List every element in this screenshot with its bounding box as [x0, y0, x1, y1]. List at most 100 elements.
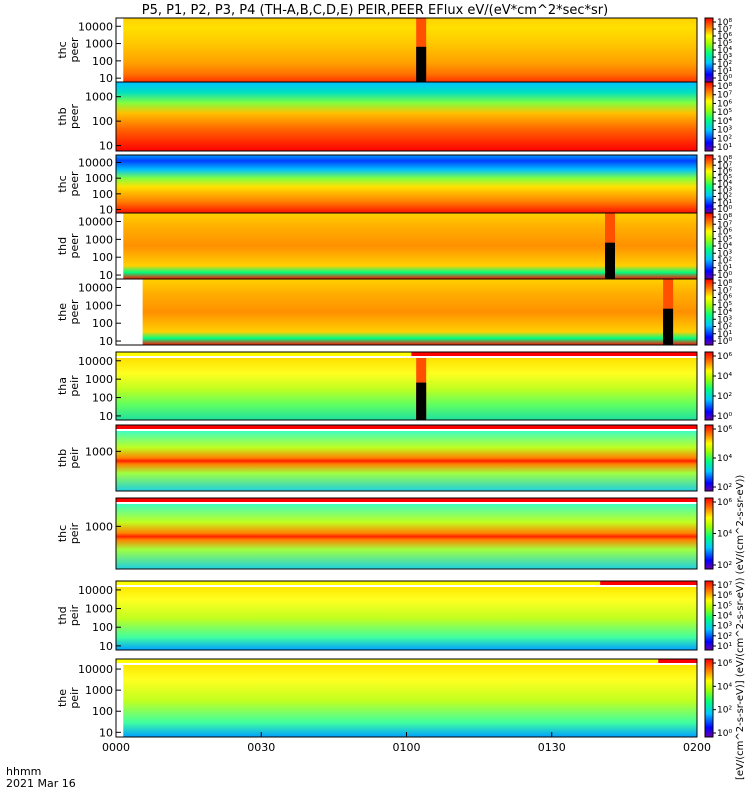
panel-0-cbtick-label-3: 10³ — [717, 53, 732, 63]
panel-5-ytick-label-0: 10 — [99, 410, 113, 423]
panel-8-cbtick-label-1: 10² — [717, 632, 732, 642]
panel-5-cbtick-label-0: 10⁰ — [717, 412, 732, 422]
panel-2-ytick-label-1: 100 — [92, 188, 113, 201]
panel-1-cbtick-label-6: 10⁷ — [717, 91, 732, 101]
panel-9-cbtick-label-1: 10² — [717, 706, 732, 716]
panel-8-cbtick-label-3: 10⁴ — [717, 612, 732, 622]
xtick-label-3: 0130 — [538, 741, 566, 754]
panel-1-label: thbpeer — [56, 104, 81, 130]
panel-2-cbtick-label-3: 10³ — [717, 186, 732, 196]
panel-5-mode-bar-1 — [411, 352, 697, 356]
panel-3-cbtick-label-5: 10⁵ — [717, 235, 732, 245]
panel-7-ytick-label-0: 1000 — [85, 520, 113, 533]
panel-8-ytick-label-3: 10000 — [78, 584, 113, 597]
panel-0-cbtick-label-7: 10⁷ — [717, 25, 732, 35]
panel-8-colorbar — [704, 580, 714, 651]
panel-6-cbtick-label-0: 10² — [717, 483, 732, 493]
panel-3-cbtick-label-1: 10¹ — [717, 264, 732, 274]
panel-5-colorbar — [704, 351, 714, 421]
panel-4-cbtick-label-5: 10⁵ — [717, 301, 732, 311]
panel-9-colorbar — [704, 658, 714, 738]
panel-1-colorbar — [704, 81, 714, 152]
panel-2-ytick-label-3: 10000 — [78, 156, 113, 169]
panel-3-cbtick-label-7: 10⁷ — [717, 220, 732, 230]
panel-1-cbtick-label-5: 10⁶ — [717, 99, 732, 109]
panel-2-cbtick-label-6: 10⁶ — [717, 168, 732, 178]
panel-4-cbtick-label-6: 10⁶ — [717, 294, 732, 304]
panel-7-spectrogram — [116, 504, 697, 569]
panel-3-ytick-label-0: 10 — [99, 269, 113, 282]
panel-9-ytick-label-2: 1000 — [85, 684, 113, 697]
panel-4-ytick-label-3: 10000 — [78, 282, 113, 295]
panel-9-ytick-label-0: 10 — [99, 726, 113, 739]
panel-0-cbtick-label-8: 10⁸ — [717, 18, 732, 28]
panel-0-cbtick-label-5: 10⁵ — [717, 39, 732, 49]
panel-9-cbtick-label-0: 10⁰ — [717, 729, 732, 739]
panel-2-ytick-label-2: 1000 — [85, 172, 113, 185]
panel-0-colorbar — [704, 17, 714, 83]
panel-5-ytick-label-3: 10000 — [78, 355, 113, 368]
panel-5-mode-bar-0 — [116, 352, 412, 356]
panel-0: 10100100010000thcpeer10⁰10¹10²10³10⁴10⁵1… — [56, 17, 732, 85]
panel-3-ytick-label-1: 100 — [92, 251, 113, 264]
panel-8-cbtick-label-6: 10⁷ — [717, 581, 732, 591]
panel-2-cbtick-label-4: 10⁴ — [717, 180, 732, 190]
panel-4-frame — [115, 278, 698, 346]
panel-8-cbtick-label-4: 10⁵ — [717, 601, 732, 611]
panel-4-ytick-label-0: 10 — [99, 335, 113, 348]
panel-4-colorbar — [704, 278, 714, 346]
panel-2-colorbar — [704, 154, 714, 214]
panel-9: 10 100 1000 10000 thepeir 10⁰ 10² 10⁴ 10⁶ — [56, 658, 732, 739]
panel-3-cbtick-label-6: 10⁶ — [717, 228, 732, 238]
panel-5-cbtick-label-3: 10⁶ — [717, 352, 732, 362]
panel-5-label: thapeir — [56, 375, 81, 397]
panel-2-cbtick-label-5: 10⁵ — [717, 174, 732, 184]
panel-4-cbtick-label-1: 10¹ — [717, 330, 732, 340]
panel-9-ytick-label-3: 10000 — [78, 663, 113, 676]
panel-4-cbtick-label-0: 10⁰ — [717, 337, 732, 347]
panel-2-cbtick-label-8: 10⁸ — [717, 155, 732, 165]
panel-3-label: thdpeer — [56, 233, 81, 259]
panel-2-label: thcpeer — [56, 171, 81, 197]
panel-5-ytick-label-1: 100 — [92, 392, 113, 405]
panel-9-ytick-label-1: 100 — [92, 705, 113, 718]
panel-8-cbtick-label-5: 10⁶ — [717, 591, 732, 601]
colorbar-unit-label: [eV/(cm^2-s-sr-eV)] (eV/(cm^2-s-sr-eV)) … — [735, 475, 746, 780]
panel-1-spectrogram — [116, 82, 697, 151]
panel-0-cbtick-label-0: 10⁰ — [717, 74, 732, 84]
panel-4-cbtick-label-7: 10⁷ — [717, 286, 732, 296]
panel-9-mode-bar-0 — [116, 659, 659, 663]
panel-4-spectrogram — [142, 279, 698, 345]
panel-4-cbtick-label-2: 10² — [717, 323, 732, 333]
panel-3-ytick-label-2: 1000 — [85, 233, 113, 246]
panel-0-cbtick-label-4: 10⁴ — [717, 46, 732, 56]
panel-8-mode-bar-1 — [600, 581, 697, 585]
panel-0-spectrogram — [123, 18, 697, 82]
panel-2-cbtick-label-7: 10⁷ — [717, 161, 732, 171]
panel-6-spectrogram — [116, 431, 697, 491]
panel-6-cbtick-label-2: 10⁶ — [717, 425, 732, 435]
panel-3-spectrogram — [123, 213, 697, 279]
panel-0-ytick-label-2: 1000 — [85, 38, 113, 51]
panel-3-cbtick-label-8: 10⁸ — [717, 213, 732, 223]
panel-7-cbtick-label-2: 10⁶ — [717, 498, 732, 508]
panel-6-frame — [115, 424, 698, 492]
panel-8-ytick-label-2: 1000 — [85, 603, 113, 616]
panel-7-cbtick-label-1: 10⁴ — [717, 530, 732, 540]
chart-title: P5, P1, P2, P3, P4 (TH-A,B,C,D,E) PEIR,P… — [142, 3, 608, 18]
panel-1-cbtick-label-7: 10⁸ — [717, 82, 732, 92]
panel-9-cbtick-label-2: 10⁴ — [717, 682, 732, 692]
panel-0-ytick-label-1: 100 — [92, 55, 113, 68]
panel-9-spectrogram — [123, 665, 697, 737]
panels-group: 10100100010000thcpeer10⁰10¹10²10³10⁴10⁵1… — [56, 17, 732, 739]
panel-2-cbtick-label-0: 10⁰ — [717, 205, 732, 215]
panel-0-ytick-label-3: 10000 — [78, 20, 113, 33]
panel-1-frame — [115, 81, 698, 152]
panel-2-spectrogram — [116, 155, 697, 213]
panel-7-mode-bar-0 — [116, 498, 697, 502]
panel-0-ytick-label-0: 10 — [99, 72, 113, 85]
panel-8-ytick-label-0: 10 — [99, 640, 113, 653]
panel-7-colorbar — [704, 497, 714, 570]
time-label-prefix: hhmm — [6, 765, 41, 778]
panel-6-mode-bar-0 — [116, 425, 697, 429]
